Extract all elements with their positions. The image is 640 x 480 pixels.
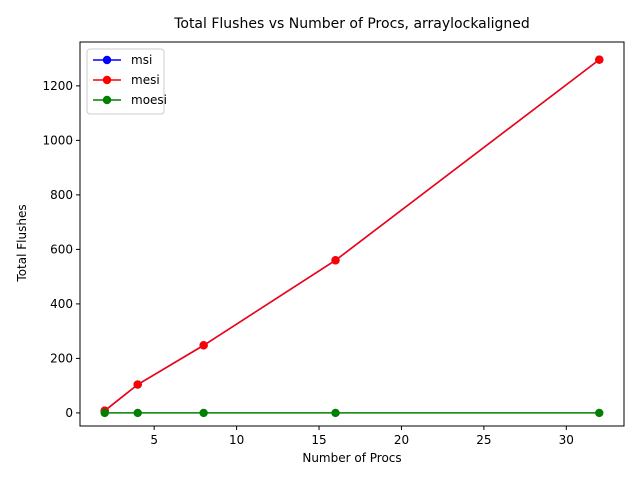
- x-tick-label: 20: [394, 433, 409, 447]
- data-point-moesi: [199, 408, 208, 418]
- data-point-moesi: [100, 408, 109, 418]
- data-point-mesi: [331, 256, 340, 265]
- series-lines: [100, 55, 604, 418]
- axis-ticks: 5 10 15 20 25 30 0 200 400 600 800 1000 1200: [42, 79, 573, 447]
- y-tick-label: 1200: [42, 79, 73, 93]
- data-point-moesi: [133, 408, 142, 418]
- legend-marker-moesi: [102, 95, 112, 105]
- x-tick-label: 15: [311, 433, 326, 447]
- legend-marker-msi: [102, 55, 112, 65]
- y-tick-label: 0: [65, 406, 73, 420]
- x-tick-label: 25: [476, 433, 491, 447]
- y-tick-label: 200: [50, 351, 73, 365]
- chart-title: Total Flushes vs Number of Procs, arrayl…: [173, 16, 530, 32]
- legend-marker-mesi: [102, 75, 112, 85]
- y-tick-label: 400: [50, 297, 73, 311]
- y-tick-label: 1000: [42, 133, 73, 147]
- y-axis-label: Total Flushes: [15, 204, 29, 282]
- data-point-mesi: [199, 341, 208, 350]
- x-tick-label: 5: [150, 433, 158, 447]
- data-point-mesi: [595, 55, 604, 64]
- data-point-moesi: [331, 408, 340, 418]
- x-tick-label: 30: [559, 433, 574, 447]
- legend-label-msi: msi: [131, 53, 152, 67]
- legend-label-moesi: moesi: [131, 93, 167, 107]
- x-tick-label: 10: [229, 433, 244, 447]
- legend-label-mesi: mesi: [131, 73, 160, 87]
- data-point-mesi: [133, 380, 142, 389]
- plot-area-frame: [79, 41, 625, 427]
- y-tick-label: 600: [50, 242, 73, 256]
- y-tick-label: 800: [50, 188, 73, 202]
- x-axis-label: Number of Procs: [302, 451, 401, 465]
- legend: msi mesi moesi: [86, 48, 167, 115]
- data-point-moesi: [595, 408, 604, 418]
